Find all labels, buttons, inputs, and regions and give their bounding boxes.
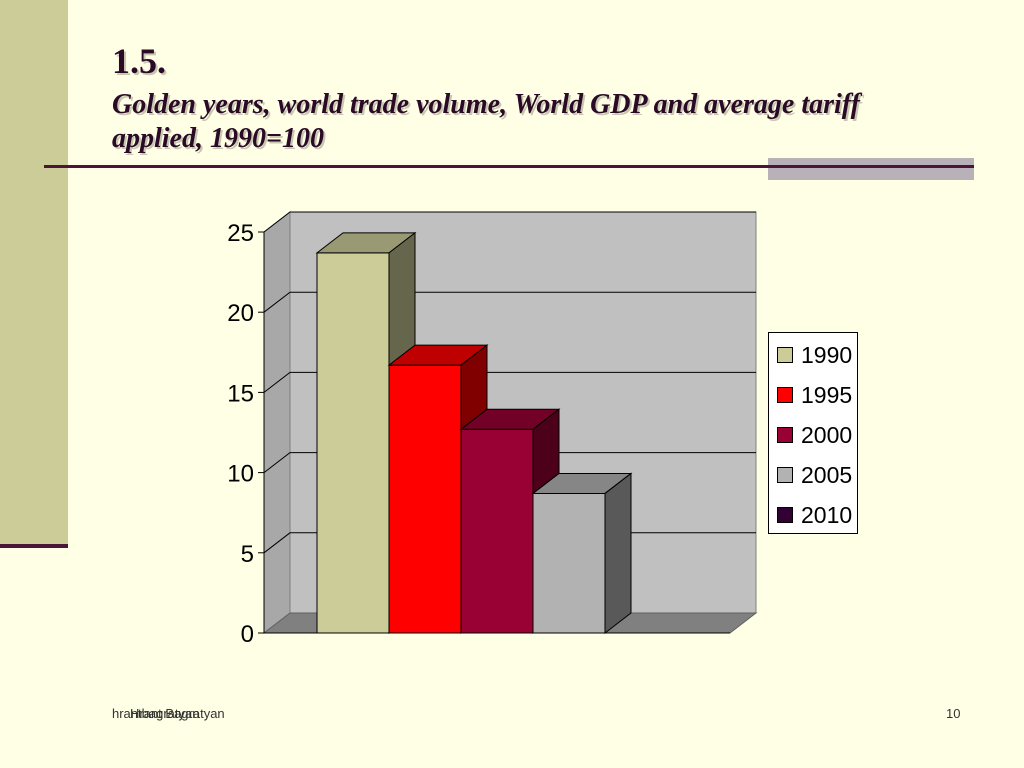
title-rule-accent — [768, 158, 974, 180]
bar-front-2005 — [532, 492, 606, 634]
legend-label: 1995 — [801, 381, 853, 408]
chart-bars — [315, 231, 633, 635]
chart-side-wall — [263, 210, 291, 635]
gridline-25 — [263, 211, 756, 233]
slide-number-title: 1.5. — [112, 41, 166, 81]
legend-label: 2000 — [801, 421, 853, 448]
chart-legend: 1990 1995 2000 2005 2010 — [768, 332, 858, 534]
y-tick-label: 5 — [241, 541, 254, 568]
chart-gridlines — [263, 211, 756, 554]
legend-label: 2010 — [801, 501, 853, 528]
left-band-underline — [0, 544, 68, 548]
y-tick-label: 15 — [227, 380, 254, 407]
legend-swatch — [777, 507, 793, 523]
gridline-10 — [263, 452, 756, 473]
bar-front-2000 — [460, 428, 534, 634]
legend-swatch — [777, 467, 793, 483]
legend-item-2010: 2010 — [777, 501, 852, 529]
legend-item-2005: 2005 — [777, 461, 852, 489]
legend-label: 2005 — [801, 461, 853, 488]
footer-author: Hrant Bagratyan — [130, 706, 225, 721]
bar-2005 — [531, 472, 633, 635]
y-tick-label: 25 — [227, 220, 254, 247]
slide-title: Golden years, world trade volume, World … — [112, 89, 860, 154]
legend-item-1995: 1995 — [777, 381, 852, 409]
bar-front-1995 — [388, 364, 462, 634]
legend-swatch — [777, 387, 793, 403]
y-tick-label: 10 — [227, 461, 254, 488]
legend-item-2000: 2000 — [777, 421, 852, 449]
title-rule — [44, 165, 974, 168]
y-tick-label: 0 — [241, 621, 254, 648]
bar-front-1990 — [316, 252, 390, 634]
bar-side-2005 — [604, 472, 632, 635]
legend-label: 1990 — [801, 341, 853, 368]
footer-email: hrantbagratyan — [112, 706, 200, 721]
title-rule-accent-line — [768, 165, 974, 168]
chart-y-tick-labels: 0 5 10 15 20 25 — [227, 220, 254, 648]
legend-swatch — [777, 347, 793, 363]
gridline-15 — [263, 371, 756, 393]
legend-swatch — [777, 427, 793, 443]
left-decorative-band — [0, 0, 68, 546]
legend-item-1990: 1990 — [777, 341, 852, 369]
slide-page-number: 10 — [946, 706, 961, 721]
y-tick-label: 20 — [227, 300, 254, 327]
gridline-20 — [263, 291, 756, 313]
